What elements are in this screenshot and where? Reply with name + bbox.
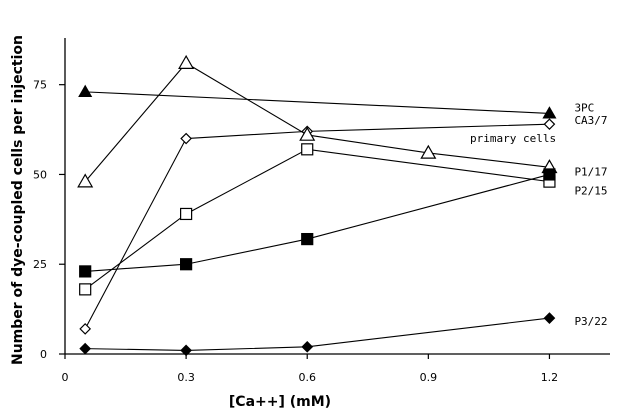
data-point-marker [301, 143, 314, 156]
y-tick-label: 50 [33, 168, 47, 181]
series-markers [77, 54, 558, 357]
x-tick-label: 0.9 [420, 371, 438, 384]
series-label: P3/22 [574, 315, 607, 328]
data-point-marker [301, 340, 314, 353]
series-lines [84, 62, 550, 351]
y-tick-label: 75 [33, 79, 47, 92]
data-point-marker [180, 207, 193, 221]
series-line [84, 123, 550, 330]
data-point-marker [543, 168, 556, 181]
data-point-marker [77, 173, 94, 188]
data-point-marker [299, 126, 316, 141]
data-point-marker [79, 342, 92, 355]
series-label: P1/17 [574, 165, 607, 178]
series-label: CA3/7 [574, 114, 607, 127]
axes: 0 0.3 0.6 0.9 1.2 0 25 50 75 [Ca++] (mM) Number of… [10, 35, 610, 410]
data-point-marker [78, 84, 93, 97]
x-axis-title: [Ca++] (mM) [229, 394, 331, 410]
x-tick-label: 0.3 [177, 371, 195, 384]
data-point-marker [79, 323, 92, 335]
y-tick-label: 25 [33, 258, 47, 271]
y-tick-label: 0 [40, 348, 47, 361]
data-point-marker [180, 258, 193, 271]
data-point-marker [301, 232, 314, 246]
annotation-primary-cells: primary cells [470, 132, 556, 145]
series-line [85, 173, 550, 272]
data-point-marker [543, 118, 556, 131]
y-axis-title: Number of dye-coupled cells per injectio… [10, 35, 26, 365]
series-label: 3PC [574, 101, 594, 114]
x-tick-label: 1.2 [541, 371, 559, 384]
x-tick-label: 0.6 [298, 371, 316, 384]
data-point-marker [542, 106, 557, 119]
data-point-marker [79, 283, 92, 296]
data-point-marker [178, 54, 195, 69]
series-line [84, 62, 550, 182]
series-line [85, 91, 550, 114]
data-point-marker [180, 132, 192, 145]
series-line [85, 317, 550, 351]
data-point-marker [420, 144, 437, 159]
data-point-marker [180, 344, 192, 357]
x-tick-label: 0 [62, 371, 69, 384]
data-point-marker [543, 312, 556, 324]
series-label: P2/15 [574, 185, 607, 198]
series-line [84, 148, 550, 290]
data-point-marker [79, 265, 92, 278]
